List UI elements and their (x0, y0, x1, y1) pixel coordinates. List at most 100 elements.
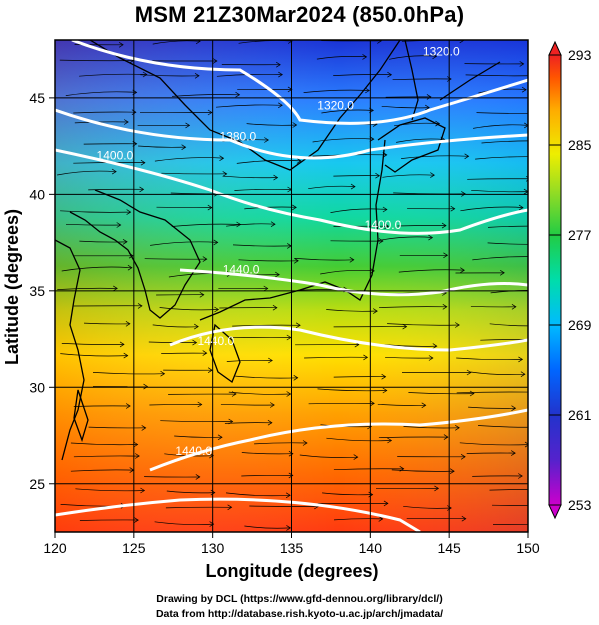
streamline-arrow (278, 71, 283, 78)
streamline (487, 225, 528, 228)
streamline-arrow (286, 334, 292, 341)
streamline-arrow (362, 54, 368, 60)
streamline (326, 309, 378, 312)
streamline-arrow (447, 505, 452, 511)
streamline (172, 94, 240, 97)
streamline (396, 138, 445, 143)
streamline-arrow (273, 174, 279, 181)
streamline-arrow (111, 168, 117, 175)
streamline (468, 406, 516, 409)
streamline (480, 339, 528, 341)
streamline-arrow (518, 473, 523, 479)
streamline (75, 488, 145, 492)
streamline-arrow (288, 450, 294, 457)
streamline (456, 391, 528, 394)
streamline (477, 425, 528, 428)
streamline (320, 269, 375, 275)
streamline (73, 111, 136, 114)
credit-data: Data from http://database.rish.kyoto-u.a… (155, 608, 444, 620)
streamline (316, 56, 367, 60)
streamline (294, 258, 354, 261)
streamline (226, 223, 276, 227)
streamline-arrow (428, 355, 434, 361)
streamline-arrow (382, 206, 388, 213)
streamline (88, 188, 144, 191)
streamline-arrow (137, 303, 143, 309)
streamline-arrow (181, 144, 187, 150)
streamline (333, 74, 392, 76)
height-contours (55, 40, 528, 532)
streamline (312, 138, 374, 143)
y-axis-title: Latitude (degrees) (2, 209, 22, 365)
streamline-arrow (263, 285, 269, 292)
streamline (322, 492, 373, 496)
streamline (152, 40, 201, 45)
streamline-arrow (195, 40, 201, 45)
streamline-arrow (126, 209, 132, 215)
streamline-arrow (125, 321, 131, 327)
streamline (171, 223, 241, 227)
streamline (61, 266, 132, 272)
colorbar-label: 285 (568, 137, 592, 153)
streamline (92, 372, 165, 375)
streamline-arrow (511, 450, 516, 456)
streamline-arrow (524, 122, 528, 129)
streamline-arrow (518, 356, 524, 363)
gridlines (55, 40, 528, 532)
streamline (333, 468, 404, 471)
streamline-arrow (122, 239, 128, 245)
streamline (467, 178, 528, 180)
streamline-arrow (285, 492, 291, 499)
streamline (330, 208, 388, 213)
streamline-arrow (460, 454, 466, 460)
streamline (57, 287, 118, 290)
streamline (403, 426, 460, 429)
contour-label: 1400.0 (365, 218, 402, 232)
streamline-arrow (302, 440, 308, 446)
streamline-arrow (209, 521, 215, 527)
streamline-arrow (531, 35, 535, 40)
y-tick-label: 35 (29, 283, 45, 299)
credit-drawing: Drawing by DCL (https://www.gfd-dennou.o… (156, 593, 443, 605)
streamline-arrow (113, 285, 118, 292)
streamline-arrow (197, 401, 203, 408)
streamline-arrow (521, 86, 527, 93)
colorbar: 293 285 277 269 261 253 (548, 40, 592, 520)
streamline-arrow (293, 375, 299, 381)
streamline-arrow (214, 306, 220, 313)
y-tick-label: 45 (29, 90, 45, 106)
colorbar-scale (548, 54, 562, 506)
streamline-arrow (134, 517, 139, 523)
streamline (174, 435, 223, 438)
streamline-arrow (202, 256, 208, 262)
streamline-arrow (519, 61, 525, 67)
streamline (215, 104, 283, 108)
streamline-arrow (384, 223, 390, 229)
streamline-arrow (382, 387, 388, 394)
streamline-arrow (135, 453, 140, 459)
streamline-arrow (195, 474, 201, 480)
chart-title: MSM 21Z30Mar2024 (850.0hPa) (134, 2, 465, 27)
streamline-arrow (432, 53, 438, 60)
streamline (460, 206, 524, 212)
streamline (475, 156, 528, 160)
streamline-arrow (378, 238, 384, 244)
streamline (241, 474, 293, 477)
streamline-arrow (543, 111, 547, 116)
streamline-arrow (209, 452, 214, 459)
streamline-arrow (377, 40, 382, 44)
contour-label: 1440.0 (197, 334, 234, 348)
streamline (83, 322, 130, 325)
streamline-arrow (450, 205, 456, 212)
streamline (70, 442, 138, 446)
streamline-arrow (127, 264, 133, 271)
streamline-arrow (287, 40, 293, 44)
streamline-arrow (446, 76, 452, 82)
contour-label: 1320.0 (317, 98, 354, 112)
streamline (389, 55, 437, 60)
streamline-arrow (268, 357, 273, 364)
y-tick-label: 25 (29, 476, 45, 492)
streamline (326, 437, 392, 442)
contour-label: 1380.0 (220, 129, 257, 143)
streamline-arrow (545, 242, 549, 247)
